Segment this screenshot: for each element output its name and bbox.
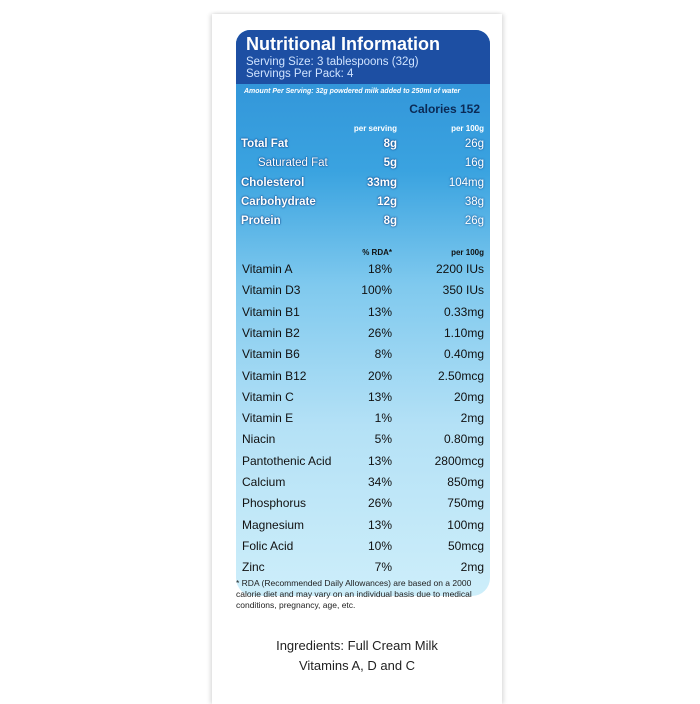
rda-percent: 7% [374, 560, 392, 575]
per-100g: 2.50mcg [437, 368, 484, 383]
amount-per-serving: Amount Per Serving: 32g powdered milk ad… [244, 88, 461, 95]
vitamin-name: Niacin [242, 432, 276, 447]
vitamin-name: Vitamin C [242, 389, 294, 404]
rda-percent: 18% [367, 262, 392, 276]
per-100g: 0.33mg [443, 304, 484, 319]
per-100g: 2mg [460, 411, 484, 426]
rda-percent: 5% [374, 432, 392, 447]
column-header: per serving [353, 124, 397, 133]
per-100g: 2mg [460, 560, 484, 575]
per-100g: 2800mcg [434, 453, 484, 468]
per-serving: 8g [383, 215, 397, 228]
rda-percent: 10% [367, 538, 392, 553]
vitamin-name: Folic Acid [242, 538, 294, 553]
column-header: per 100g [451, 248, 484, 257]
vitamin-name: Magnesium [242, 517, 305, 532]
rda-percent: 20% [367, 368, 392, 383]
ingredients: Ingredients: Full Cream Milk [276, 638, 438, 653]
per-serving: 5g [383, 157, 397, 170]
rda-percent: 34% [367, 475, 392, 489]
nutrition-panel: Nutritional Information Serving Size: 3 … [236, 30, 490, 596]
vitamin-name: Zinc [242, 560, 265, 575]
vitamin-name: Vitamin B2 [242, 325, 300, 340]
per-serving: 12g [377, 195, 397, 208]
vitamin-name: Vitamin D3 [242, 283, 301, 298]
nutrient-name: Total Fat [241, 138, 289, 150]
column-header: % RDA* [362, 248, 392, 257]
per-100g: 104mg [448, 176, 484, 189]
rda-percent: 13% [367, 517, 392, 532]
per-100g: 100mg [447, 517, 484, 532]
per-100g: 26g [464, 215, 484, 228]
per-100g: 16g [464, 157, 484, 170]
rda-percent: 26% [367, 325, 392, 340]
per-100g: 2200 IUs [435, 262, 484, 276]
vitamin-name: Pantothenic Acid [242, 453, 332, 468]
column-header: per 100g [451, 124, 484, 133]
per-100g: 26g [464, 138, 484, 150]
per-100g: 0.80mg [443, 432, 484, 447]
per-100g: 850mg [447, 475, 484, 489]
per-100g: 50mcg [447, 538, 484, 553]
calories: Calories 152 [409, 102, 480, 116]
nutrient-name: Cholesterol [241, 176, 305, 189]
per-serving: 8g [383, 138, 397, 150]
per-100g: 20mg [453, 389, 484, 404]
title: Nutritional Information [246, 34, 440, 54]
nutrient-name: Protein [241, 215, 281, 228]
rda-percent: 8% [374, 347, 392, 362]
rda-percent: 13% [367, 389, 392, 404]
serving-size: Serving Size: 3 tablespoons (32g) [246, 56, 419, 68]
vitamin-name: Calcium [242, 475, 286, 489]
vitamin-name: Vitamin B12 [242, 368, 307, 383]
per-100g: 350 IUs [442, 283, 484, 298]
rda-percent: 100% [361, 283, 392, 298]
vitamin-name: Vitamin B6 [242, 347, 300, 362]
per-serving: 33mg [366, 176, 397, 189]
rda-percent: 26% [367, 496, 392, 511]
vitamin-name: Vitamin B1 [242, 304, 300, 319]
rda-percent: 13% [367, 453, 392, 468]
ingredients: Vitamins A, D and C [298, 658, 416, 673]
per-100g: 750mg [447, 496, 484, 511]
vitamin-name: Vitamin E [242, 411, 294, 426]
nutrient-name: Carbohydrate [241, 195, 316, 208]
servings-per-pack: Servings Per Pack: 4 [246, 68, 354, 80]
rda-percent: 13% [367, 304, 392, 319]
vitamin-name: Vitamin A [242, 262, 293, 276]
panel-header [236, 30, 490, 84]
per-100g: 38g [464, 195, 484, 208]
per-100g: 0.40mg [443, 347, 484, 362]
nutrient-name: Saturated Fat [258, 157, 328, 170]
vitamin-name: Phosphorus [242, 496, 307, 511]
footnote: * RDA (Recommended Daily Allowances) are… [236, 578, 472, 610]
rda-percent: 1% [374, 411, 392, 426]
per-100g: 1.10mg [443, 325, 484, 340]
